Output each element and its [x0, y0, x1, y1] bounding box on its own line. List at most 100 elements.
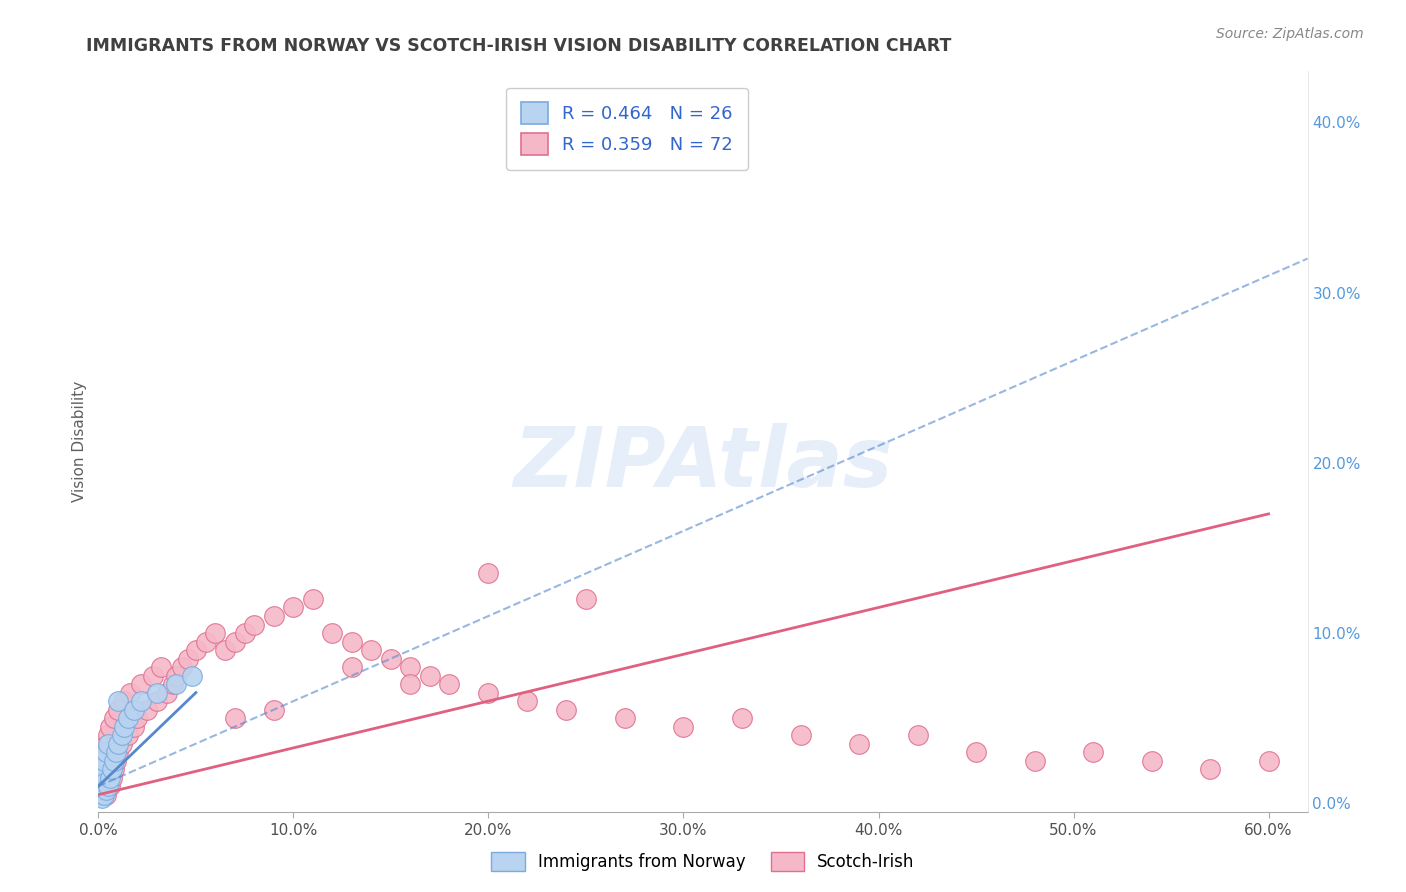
Point [233, 626, 256, 640]
Point [419, 668, 441, 682]
Point [101, 762, 124, 776]
Point [93, 788, 115, 802]
Point [117, 711, 139, 725]
Point [283, 600, 305, 615]
Point [321, 626, 343, 640]
Point [614, 711, 637, 725]
Point [1257, 754, 1279, 768]
Point [907, 728, 929, 742]
Point [165, 677, 187, 691]
Point [96, 737, 118, 751]
Point [162, 677, 184, 691]
Point [731, 711, 754, 725]
Point [89, 788, 111, 802]
Point [965, 745, 987, 759]
Point [122, 703, 145, 717]
Point [263, 609, 285, 624]
Point [1199, 762, 1222, 776]
Point [131, 694, 153, 708]
Point [96, 745, 118, 759]
Point [93, 745, 115, 759]
Point [380, 651, 402, 665]
Point [91, 779, 114, 793]
Point [439, 677, 461, 691]
Point [93, 776, 115, 790]
Point [146, 694, 169, 708]
Point [224, 634, 246, 648]
Point [93, 754, 115, 768]
Point [399, 677, 422, 691]
Point [172, 660, 194, 674]
Y-axis label: Vision Disability: Vision Disability [72, 381, 87, 502]
Point [156, 685, 179, 699]
Point [224, 711, 246, 725]
Point [98, 771, 121, 785]
Text: IMMIGRANTS FROM NORWAY VS SCOTCH-IRISH VISION DISABILITY CORRELATION CHART: IMMIGRANTS FROM NORWAY VS SCOTCH-IRISH V… [86, 37, 952, 54]
Point [122, 720, 145, 734]
Point [101, 771, 124, 785]
Point [107, 703, 129, 717]
Point [477, 566, 499, 581]
Point [575, 591, 598, 606]
Point [302, 591, 325, 606]
Point [104, 754, 127, 768]
Point [103, 754, 125, 768]
Point [103, 762, 125, 776]
Point [98, 779, 121, 793]
Legend: R = 0.464   N = 26, R = 0.359   N = 72: R = 0.464 N = 26, R = 0.359 N = 72 [506, 87, 748, 169]
Point [107, 745, 129, 759]
Point [789, 728, 811, 742]
Point [477, 685, 499, 699]
Point [96, 782, 118, 797]
Point [131, 677, 153, 691]
Point [1024, 754, 1046, 768]
Point [118, 685, 141, 699]
Legend: Immigrants from Norway, Scotch-Irish: Immigrants from Norway, Scotch-Irish [484, 843, 922, 880]
Text: Source: ZipAtlas.com: Source: ZipAtlas.com [1216, 27, 1364, 41]
Point [672, 720, 695, 734]
Point [194, 634, 217, 648]
Point [107, 737, 129, 751]
Point [97, 728, 120, 742]
Point [340, 660, 363, 674]
Point [111, 728, 134, 742]
Point [399, 660, 422, 674]
Point [1140, 754, 1163, 768]
Point [91, 791, 114, 805]
Point [204, 626, 226, 640]
Point [97, 779, 120, 793]
Point [263, 703, 285, 717]
Point [112, 720, 135, 734]
Point [96, 788, 118, 802]
Point [1081, 745, 1104, 759]
Point [555, 703, 578, 717]
Point [93, 779, 115, 793]
Point [165, 668, 187, 682]
Point [97, 737, 120, 751]
Point [127, 711, 149, 725]
Point [89, 762, 111, 776]
Point [177, 651, 200, 665]
Point [91, 754, 114, 768]
Point [142, 668, 165, 682]
Point [97, 771, 120, 785]
Point [516, 694, 538, 708]
Point [89, 771, 111, 785]
Point [214, 643, 236, 657]
Point [104, 745, 127, 759]
Point [103, 711, 125, 725]
Point [360, 643, 382, 657]
Text: ZIPAtlas: ZIPAtlas [513, 423, 893, 504]
Point [340, 634, 363, 648]
Point [181, 668, 204, 682]
Point [91, 762, 114, 776]
Point [136, 703, 159, 717]
Point [149, 660, 172, 674]
Point [117, 728, 139, 742]
Point [146, 685, 169, 699]
Point [98, 720, 121, 734]
Point [848, 737, 870, 751]
Point [89, 788, 111, 802]
Point [107, 694, 129, 708]
Point [184, 643, 207, 657]
